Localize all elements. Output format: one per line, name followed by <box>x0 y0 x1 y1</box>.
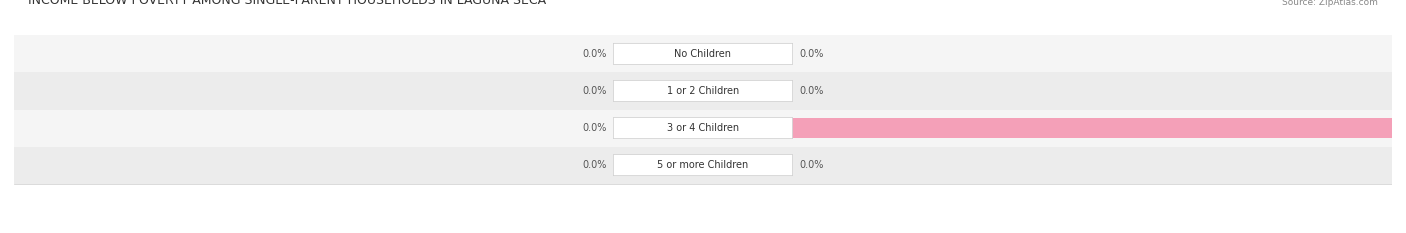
Bar <box>14 35 1392 72</box>
Bar <box>648 81 703 101</box>
Text: 0.0%: 0.0% <box>582 123 606 133</box>
FancyBboxPatch shape <box>613 117 793 139</box>
Text: 0.0%: 0.0% <box>582 49 606 59</box>
Bar <box>648 44 703 64</box>
FancyBboxPatch shape <box>613 80 793 102</box>
Text: 1 or 2 Children: 1 or 2 Children <box>666 86 740 96</box>
FancyBboxPatch shape <box>613 43 793 65</box>
Text: 0.0%: 0.0% <box>800 86 824 96</box>
Text: 3 or 4 Children: 3 or 4 Children <box>666 123 740 133</box>
Text: INCOME BELOW POVERTY AMONG SINGLE-PARENT HOUSEHOLDS IN LAGUNA SECA: INCOME BELOW POVERTY AMONG SINGLE-PARENT… <box>28 0 546 7</box>
Bar <box>703 155 758 175</box>
Text: 0.0%: 0.0% <box>800 49 824 59</box>
Bar <box>648 118 703 138</box>
Bar <box>648 155 703 175</box>
Text: 0.0%: 0.0% <box>800 160 824 170</box>
Bar <box>703 44 758 64</box>
Legend: Single Father, Single Mother: Single Father, Single Mother <box>610 230 796 233</box>
Bar <box>14 72 1392 110</box>
Bar <box>703 81 758 101</box>
Text: No Children: No Children <box>675 49 731 59</box>
Bar <box>703 118 1392 138</box>
Bar <box>14 110 1392 147</box>
Text: 0.0%: 0.0% <box>582 86 606 96</box>
Bar <box>14 147 1392 184</box>
Text: 5 or more Children: 5 or more Children <box>658 160 748 170</box>
FancyBboxPatch shape <box>613 154 793 176</box>
Text: 0.0%: 0.0% <box>582 160 606 170</box>
Text: Source: ZipAtlas.com: Source: ZipAtlas.com <box>1282 0 1378 7</box>
